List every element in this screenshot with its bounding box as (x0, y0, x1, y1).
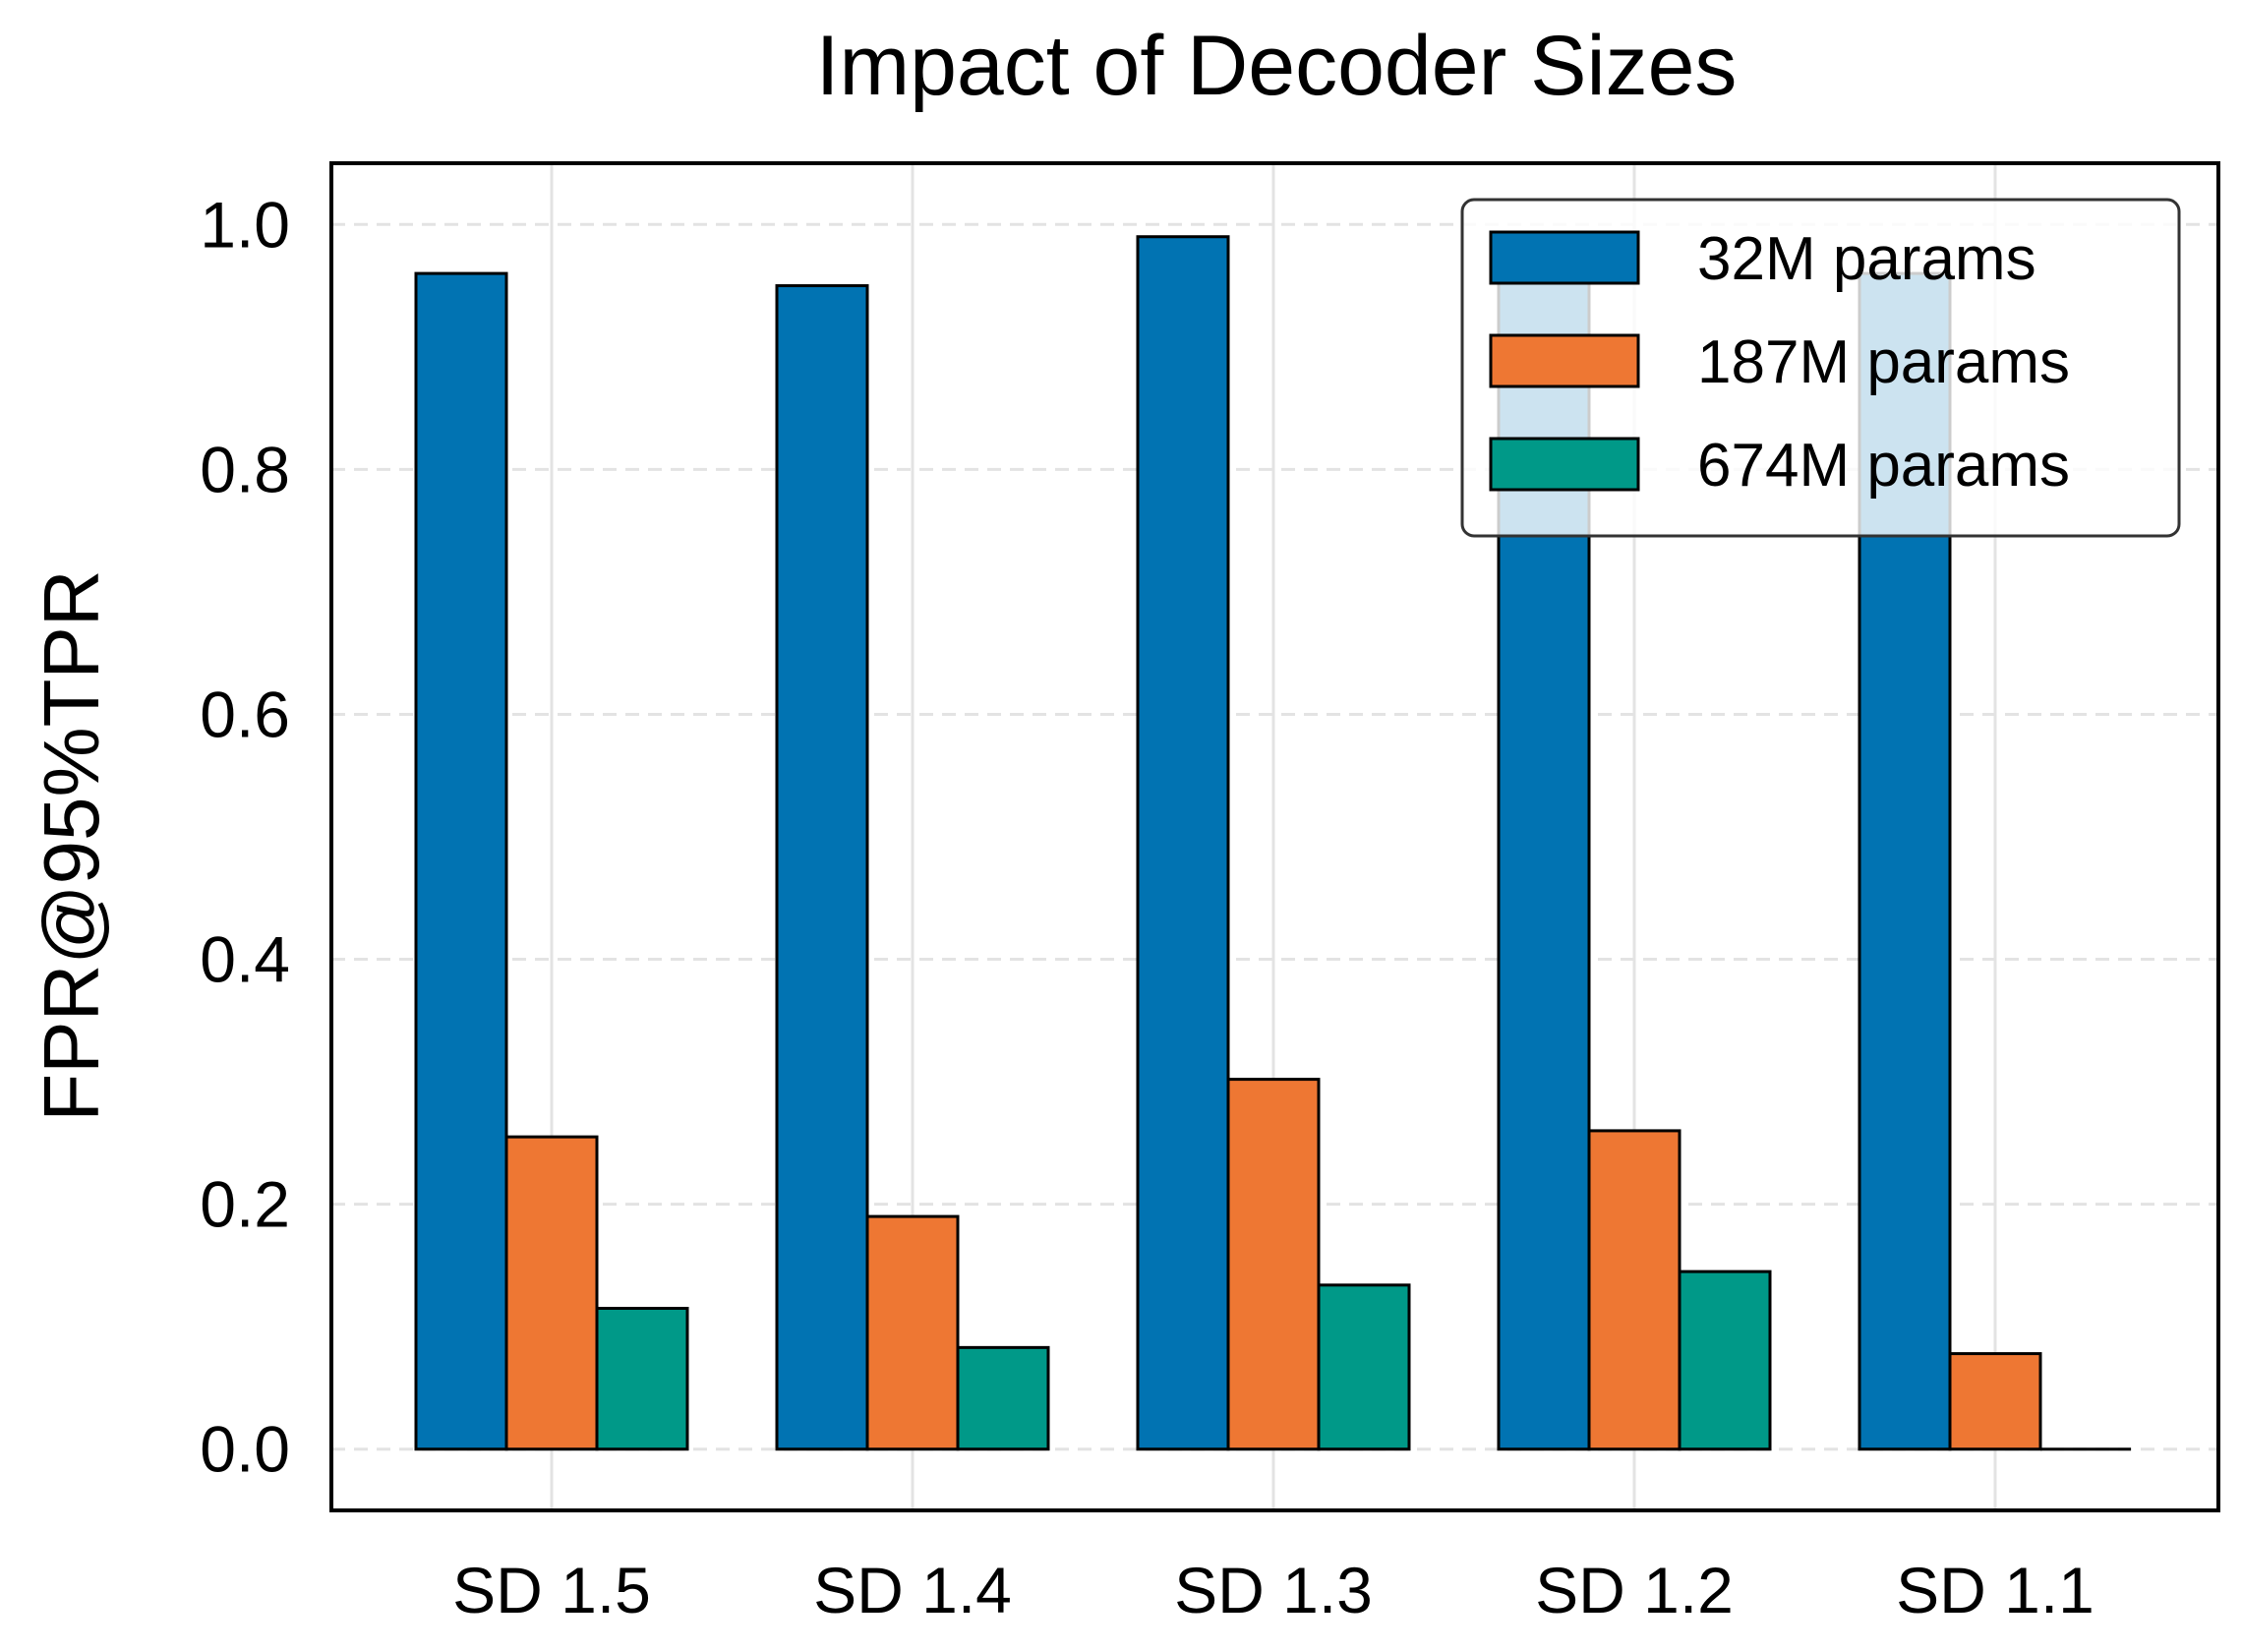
x-tick-label: SD 1.2 (1535, 1554, 1734, 1626)
x-axis-ticks: SD 1.5 SD 1.4 SD 1.3 SD 1.2 SD 1.1 (452, 1554, 2094, 1626)
x-tick-label: SD 1.3 (1174, 1554, 1373, 1626)
bar-187m-params-sd-1_4 (865, 1214, 960, 1451)
bar-32m-params-sd-1_3 (1136, 235, 1230, 1451)
bar-32m-params-sd-1_5 (414, 271, 508, 1451)
y-tick-label: 0.8 (200, 433, 290, 505)
legend-label: 32M params (1697, 225, 2036, 293)
bars-layer (414, 235, 2131, 1451)
legend-label: 187M params (1697, 328, 2070, 396)
bar-187m-params-sd-1_2 (1587, 1129, 1682, 1451)
bar-187m-params-sd-1_1 (1948, 1352, 2042, 1451)
x-tick-label: SD 1.1 (1896, 1554, 2094, 1626)
x-tick-label: SD 1.5 (452, 1554, 651, 1626)
legend-label: 674M params (1697, 432, 2070, 500)
bar-32m-params-sd-1_4 (775, 284, 869, 1451)
y-axis-label: FPR@95%TPR (28, 569, 115, 1121)
legend-swatch (1489, 437, 1640, 492)
y-axis-ticks: 0.0 0.2 0.4 0.6 0.8 1.0 (200, 188, 290, 1485)
y-tick-label: 0.4 (200, 923, 290, 996)
x-tick-label: SD 1.4 (813, 1554, 1012, 1626)
legend-swatch (1489, 333, 1640, 388)
bar-187m-params-sd-1_3 (1226, 1078, 1321, 1451)
bar-674m-params-sd-1_3 (1317, 1283, 1411, 1451)
y-tick-label: 0.0 (200, 1413, 290, 1486)
legend-box (1460, 198, 2181, 538)
bar-187m-params-sd-1_5 (504, 1135, 599, 1451)
legend: 32M params 187M params 674M params (1460, 198, 2181, 538)
y-tick-label: 1.0 (200, 188, 290, 261)
y-tick-label: 0.6 (200, 678, 290, 750)
plot-frame (329, 161, 2220, 1512)
bar-674m-params-sd-1_2 (1678, 1269, 1772, 1451)
chart-title: Impact of Decoder Sizes (816, 19, 1738, 113)
bar-674m-params-sd-1_4 (956, 1345, 1050, 1451)
legend-swatch (1489, 230, 1640, 285)
y-tick-label: 0.2 (200, 1168, 290, 1241)
bar-674m-params-sd-1_5 (595, 1307, 689, 1451)
